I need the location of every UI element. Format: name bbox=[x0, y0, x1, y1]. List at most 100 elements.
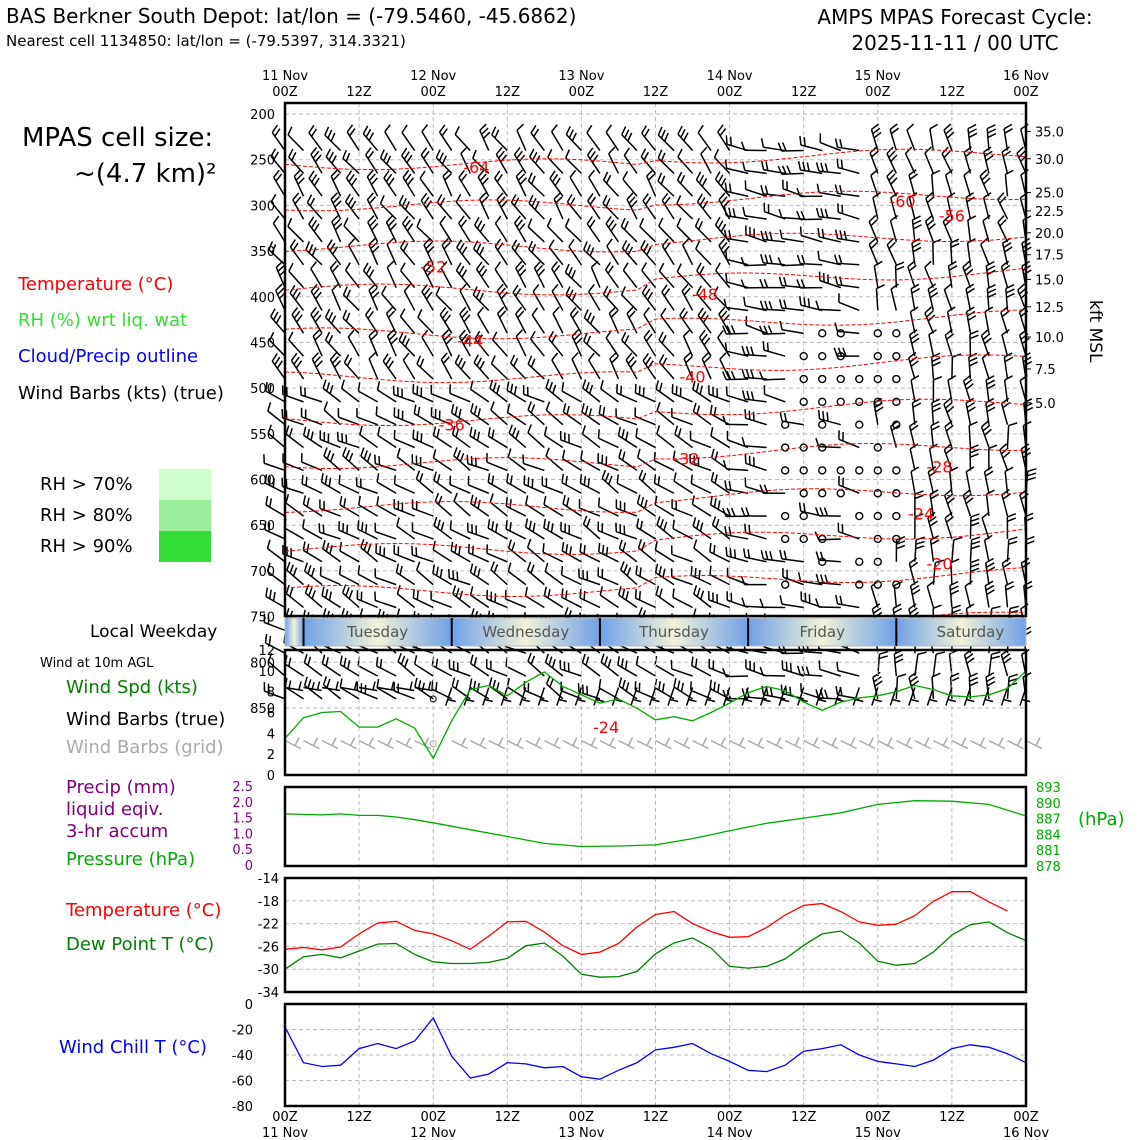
wind-barb-flag bbox=[489, 493, 494, 503]
wind-barb-flag bbox=[348, 590, 354, 600]
wind-barb-flag bbox=[505, 520, 508, 530]
wind-barb-flag bbox=[654, 541, 658, 551]
wind-barb-flag bbox=[634, 589, 637, 599]
wind-barb-flag bbox=[910, 306, 919, 313]
wind-barb-flag bbox=[894, 653, 904, 660]
wind-barb-flag bbox=[722, 200, 730, 208]
wind-barb-flag bbox=[562, 403, 567, 413]
wind-barb-staff bbox=[529, 338, 545, 357]
bottom-hour-label: 00Z bbox=[717, 1110, 743, 1125]
wind-barb-flag bbox=[927, 466, 937, 473]
wind-barb-flag bbox=[315, 291, 322, 300]
wind-barb-flag bbox=[970, 558, 980, 564]
wind-barb-staff bbox=[416, 226, 434, 243]
wind-barb-flag bbox=[663, 288, 671, 297]
wind-barb-staff bbox=[543, 504, 564, 517]
wind-barb-flag bbox=[338, 474, 341, 484]
wind-barb-flag bbox=[718, 306, 726, 315]
wind-barb-staff bbox=[376, 481, 397, 494]
wind-barb-flag bbox=[473, 354, 479, 363]
wind-barb-flag bbox=[968, 672, 978, 678]
wind-barb-staff bbox=[671, 416, 693, 426]
wind-barb-flag bbox=[566, 405, 570, 415]
windchill-panel: 0-20-40-60-80 bbox=[232, 998, 1028, 1115]
wind-barb-flag bbox=[479, 360, 485, 370]
wind-barb-flag bbox=[944, 329, 953, 336]
wind-barb-flag bbox=[326, 450, 332, 460]
wind-barb-flag bbox=[496, 283, 504, 292]
wind-barb-flag bbox=[909, 356, 918, 363]
wind-barb-flag bbox=[896, 544, 906, 550]
wind-barb-flag bbox=[302, 519, 305, 529]
wind-barb-flag bbox=[984, 337, 992, 345]
wind-barb-flag bbox=[561, 473, 565, 483]
wind-barb-flag bbox=[709, 565, 712, 575]
wind-barb-flag bbox=[984, 534, 993, 541]
wind-barb-flag bbox=[347, 660, 351, 670]
wind-barb-staff bbox=[656, 433, 675, 449]
wind-barb-flag bbox=[371, 291, 380, 299]
wind-barb-flag bbox=[888, 173, 896, 181]
wind-barb-staff bbox=[494, 268, 508, 289]
calm-wind-circle bbox=[818, 329, 827, 338]
grid-wind-barb bbox=[451, 739, 469, 750]
wind-barb-flag bbox=[579, 474, 583, 484]
wind-barb-flag bbox=[1001, 310, 1010, 318]
wind-barb-flag bbox=[997, 215, 1005, 223]
wind-barb-staff bbox=[690, 439, 712, 449]
wind-barb-staff bbox=[818, 191, 841, 197]
wind-barb-flag bbox=[911, 589, 921, 596]
wind-barb-flag bbox=[910, 360, 919, 367]
wind-barb-flag bbox=[623, 147, 630, 156]
wind-barb-flag bbox=[870, 241, 878, 250]
wind-barb-staff bbox=[622, 269, 638, 289]
true-wind-barb-flag bbox=[595, 698, 605, 703]
wind-barb-flag bbox=[990, 655, 1000, 660]
wind-barb-staff bbox=[386, 244, 397, 266]
wind-barb-staff bbox=[381, 293, 397, 311]
wind-barb-staff bbox=[379, 203, 397, 220]
wind-barb-flag bbox=[1018, 150, 1026, 158]
wind-barb-flag bbox=[1002, 237, 1011, 244]
wind-barb-staff bbox=[561, 390, 582, 403]
wind-barb-flag bbox=[455, 679, 459, 689]
wind-barb-staff bbox=[356, 416, 378, 426]
wind-barb-flag bbox=[660, 175, 666, 185]
grid-wind-barb-flag bbox=[979, 737, 986, 746]
pressure-tick-label: 878 bbox=[1036, 860, 1061, 875]
wind-barb-flag bbox=[338, 565, 342, 575]
top-hour-label: 12Z bbox=[643, 85, 669, 100]
wind-barb-flag bbox=[477, 169, 485, 178]
true-wind-barb bbox=[574, 687, 583, 706]
wind-barb-flag bbox=[531, 307, 539, 316]
wind-barb-flag bbox=[643, 499, 648, 509]
wind-barb-flag bbox=[367, 215, 375, 223]
wind-barb-flag bbox=[369, 219, 377, 227]
wind-barb-staff bbox=[302, 527, 323, 540]
wind-barb-staff bbox=[470, 388, 490, 403]
wind-barb-flag bbox=[494, 170, 501, 179]
wind-barb-staff bbox=[967, 220, 972, 243]
wind-barb-staff bbox=[321, 662, 341, 677]
true-wind-barb bbox=[982, 687, 990, 706]
wind-barb-flag bbox=[330, 132, 336, 142]
wind-barb-flag bbox=[800, 210, 806, 220]
wind-barb-flag bbox=[376, 496, 380, 506]
grid-wind-barb-flag bbox=[572, 737, 578, 746]
wind-barb-staff bbox=[450, 528, 471, 540]
wind-barb-flag bbox=[799, 226, 802, 236]
wind-barb-flag bbox=[366, 544, 372, 554]
wind-barb-flag bbox=[452, 570, 455, 580]
wind-barb-flag bbox=[931, 356, 941, 363]
wind-barb-staff bbox=[580, 458, 601, 472]
wind-barb-flag bbox=[567, 610, 572, 620]
wind-barb-flag bbox=[909, 329, 918, 336]
wind-barb-flag bbox=[268, 241, 274, 251]
wind-barb-flag bbox=[403, 283, 411, 292]
wind-barb-flag bbox=[908, 169, 917, 176]
wind-barb-flag bbox=[779, 595, 783, 605]
wind-barb-staff bbox=[339, 663, 360, 677]
wind-barb-staff bbox=[981, 517, 990, 540]
wind-barb-flag bbox=[362, 125, 369, 135]
legend-precip: Precip (mm) liquid eqiv. 3-hr accum bbox=[66, 777, 176, 843]
